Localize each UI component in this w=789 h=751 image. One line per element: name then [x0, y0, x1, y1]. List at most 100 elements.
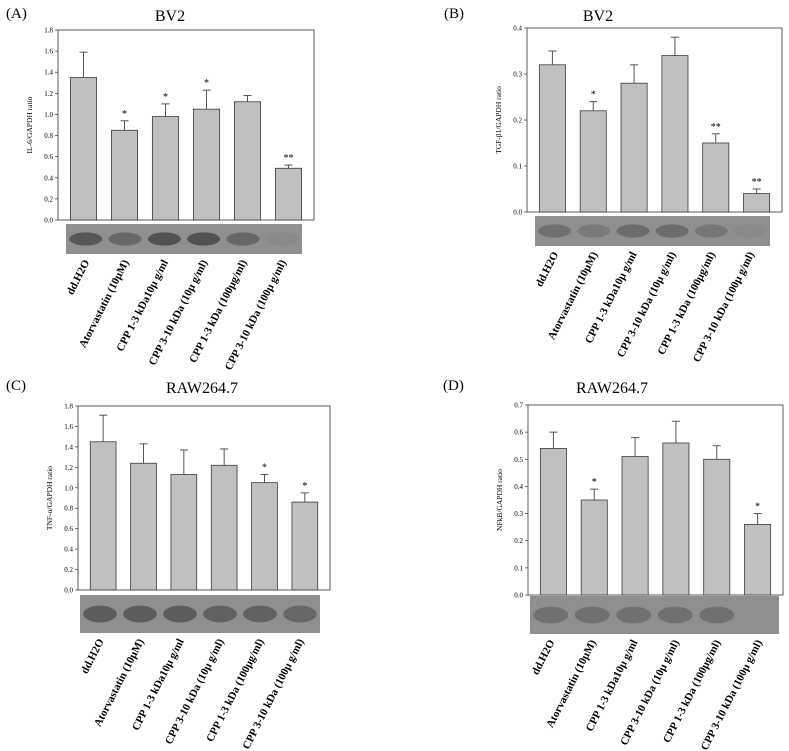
y-tick-label: 0.2	[44, 195, 53, 203]
bar	[291, 501, 319, 591]
y-tick-label: 0.4	[514, 483, 523, 491]
bar	[743, 193, 771, 213]
bar	[703, 458, 731, 596]
bar	[151, 116, 180, 221]
chart-title: RAW264.7	[166, 380, 238, 397]
y-tick-label: 0.0	[514, 592, 523, 600]
bar	[539, 448, 567, 596]
blot-band	[265, 232, 299, 246]
y-tick-label: 0.3	[514, 510, 523, 518]
bar	[580, 499, 608, 596]
blot-band	[187, 232, 221, 246]
bar	[110, 129, 139, 221]
blot-band	[533, 606, 569, 624]
y-tick-label: 1.6	[64, 423, 73, 431]
y-tick-label: 1.4	[64, 443, 73, 451]
bar	[192, 108, 221, 221]
panel-letter: (C)	[6, 378, 26, 394]
y-tick-label: 1.2	[44, 90, 53, 98]
y-tick-label: 1.2	[64, 464, 73, 472]
blot-band	[616, 224, 650, 238]
bar	[69, 77, 98, 221]
y-tick-label: 0.1	[513, 163, 522, 171]
blot-band	[147, 232, 181, 246]
y-tick-label: 0.5	[514, 456, 523, 464]
western-blot-strip	[66, 224, 302, 254]
blot-band	[69, 232, 103, 246]
significance-mark: *	[204, 78, 209, 89]
y-axis-label: TGF-β1/GAPDH ratio	[494, 86, 503, 154]
western-blot-strip	[535, 216, 770, 246]
blot-band	[283, 605, 317, 623]
bar	[89, 441, 117, 591]
bar	[620, 82, 648, 213]
y-tick-label: 1.0	[44, 111, 53, 119]
y-tick-label: 0.3	[513, 71, 522, 79]
blot-band	[203, 605, 237, 623]
significance-mark: **	[711, 122, 721, 133]
blot-band	[108, 232, 142, 246]
bar	[662, 442, 690, 596]
plot-frame	[77, 405, 331, 591]
western-blot-strip	[530, 596, 779, 634]
bar	[621, 456, 649, 596]
blot-band	[226, 232, 260, 246]
bar	[702, 142, 730, 213]
plot-frame	[57, 29, 315, 221]
blot-band	[163, 605, 197, 623]
blot-band	[123, 605, 157, 623]
y-tick-label: 0.0	[513, 209, 522, 217]
chart-title: BV2	[155, 8, 185, 25]
significance-mark: *	[592, 477, 597, 488]
y-axis-label: NFkB/GAPDH ratio	[495, 469, 504, 531]
significance-mark: *	[755, 502, 760, 513]
bar	[274, 167, 303, 221]
bar	[744, 524, 772, 596]
y-axis-label: IL-6/GAPDH ratio	[25, 96, 34, 153]
significance-mark: *	[591, 90, 596, 101]
y-tick-label: 1.4	[44, 69, 53, 77]
y-tick-label: 1.8	[44, 27, 53, 35]
significance-mark: *	[302, 481, 307, 492]
y-tick-label: 0.4	[64, 546, 73, 554]
y-tick-label: 0.7	[514, 402, 523, 410]
panel-letter: (D)	[443, 378, 464, 394]
y-tick-label: 0.0	[44, 217, 53, 225]
significance-mark: **	[752, 177, 762, 188]
y-tick-label: 0.2	[513, 117, 522, 125]
blot-band	[657, 606, 693, 624]
bar	[661, 55, 689, 213]
y-tick-label: 0.6	[514, 429, 523, 437]
western-blot-strip	[80, 595, 320, 633]
bar	[538, 64, 566, 213]
y-tick-label: 0.2	[64, 566, 73, 574]
blot-band	[741, 607, 776, 624]
blot-band	[574, 606, 610, 624]
bar	[233, 101, 262, 221]
significance-mark: *	[122, 109, 127, 120]
y-axis-label: TNF-α/GAPDH ratio	[45, 466, 54, 530]
y-tick-label: 1.8	[64, 403, 73, 411]
blot-band	[577, 224, 611, 238]
y-tick-label: 1.6	[44, 48, 53, 56]
panel-letter: (A)	[6, 6, 27, 22]
y-tick-label: 0.1	[514, 564, 523, 572]
y-tick-label: 0.0	[64, 587, 73, 595]
blot-band	[655, 224, 689, 238]
blot-band	[538, 224, 572, 238]
blot-band	[83, 605, 117, 623]
y-tick-label: 0.4	[44, 174, 53, 182]
chart-title: BV2	[583, 8, 613, 25]
plot-frame	[527, 404, 784, 596]
blot-band	[243, 605, 277, 623]
y-tick-label: 0.8	[64, 505, 73, 513]
significance-mark: **	[284, 153, 294, 164]
significance-mark: *	[163, 92, 168, 103]
y-tick-label: 0.6	[44, 153, 53, 161]
bar	[251, 482, 278, 591]
bar	[170, 474, 198, 591]
y-tick-label: 1.0	[64, 484, 73, 492]
y-tick-label: 0.6	[64, 525, 73, 533]
blot-band	[733, 224, 767, 238]
blot-band	[694, 224, 728, 238]
